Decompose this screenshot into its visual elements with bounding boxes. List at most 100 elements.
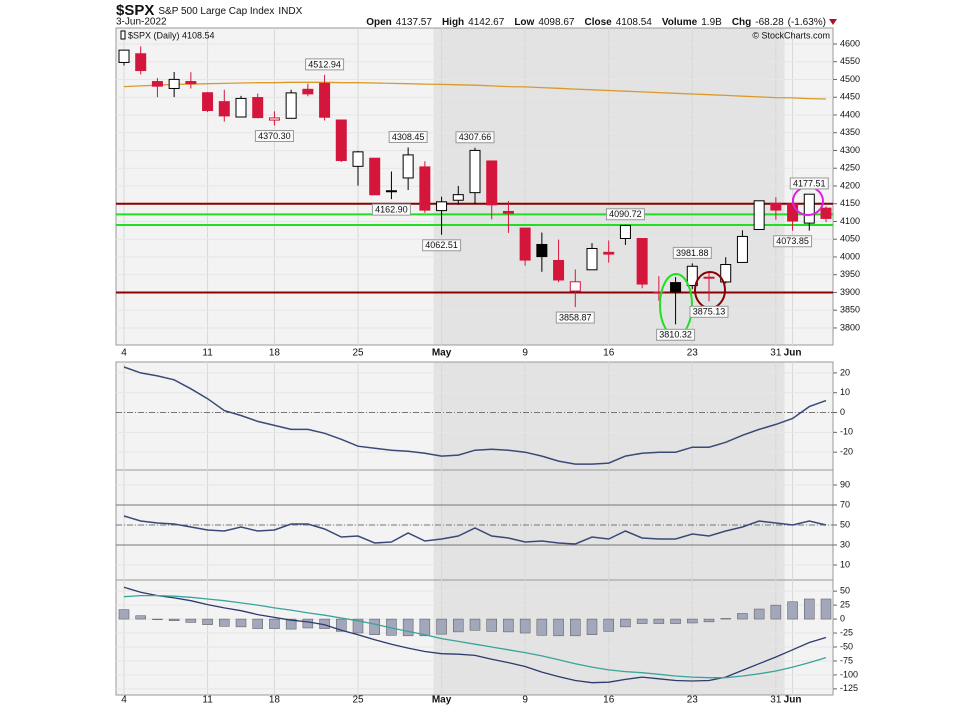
y-tick-label: 3950	[840, 269, 860, 279]
annotation-box	[305, 58, 345, 71]
y-tick-label: 4450	[840, 92, 860, 102]
histogram-bar	[135, 615, 146, 620]
histogram-bar	[369, 618, 380, 635]
annotation-label: 3875.13	[693, 307, 726, 317]
x-tick-label: 31	[770, 695, 782, 706]
histogram-bar	[336, 618, 347, 632]
histogram-bar	[503, 618, 514, 633]
annotation-box	[455, 131, 495, 144]
candle-body	[569, 281, 581, 292]
candle-body	[753, 200, 765, 230]
y-tick-label: 3850	[840, 305, 860, 315]
y-tick-label: -100	[840, 669, 858, 679]
y-tick-label: 4250	[840, 163, 860, 173]
histogram-bar	[402, 618, 414, 637]
y-tick-label: 25	[840, 599, 850, 609]
annotation-label: 4062.51	[425, 240, 458, 250]
candle-body	[469, 149, 481, 194]
y-tick-label: 50	[840, 519, 850, 529]
candle-body	[202, 92, 214, 112]
candle-body	[720, 264, 732, 283]
histogram-bar	[603, 618, 614, 632]
y-tick-label: 3800	[840, 322, 860, 332]
y-tick-label: 10	[840, 387, 850, 397]
candle-body	[502, 210, 514, 214]
y-tick-label: 4600	[840, 38, 860, 48]
y-tick-label: 4050	[840, 234, 860, 244]
histogram-bar	[269, 618, 280, 629]
histogram-bar	[670, 618, 681, 624]
annotation-box	[773, 235, 813, 248]
y-tick-label: 0	[840, 613, 845, 623]
histogram-bar	[152, 618, 163, 620]
x-tick-label: 18	[269, 695, 281, 706]
histogram-bar	[419, 618, 431, 637]
annotation-label: 4073.85	[776, 236, 809, 246]
candle-body	[168, 78, 180, 89]
annotation-box	[371, 203, 411, 216]
candle-body	[335, 119, 347, 161]
y-tick-label: -75	[840, 655, 853, 665]
candle-body	[118, 49, 130, 63]
candle-body	[736, 235, 748, 263]
x-tick-label: 16	[603, 348, 615, 359]
macd-line	[123, 586, 827, 684]
annotation-label: 4370.30	[258, 131, 291, 141]
x-tick-label: 25	[352, 695, 364, 706]
y-tick-label: 4200	[840, 180, 860, 190]
histogram-bar	[753, 608, 765, 620]
y-tick-label: -20	[840, 447, 853, 457]
histogram-bar	[536, 618, 548, 636]
quote-name: Open	[366, 17, 392, 28]
histogram-bar	[653, 618, 665, 624]
candle-body	[653, 291, 665, 294]
candle-body	[787, 203, 799, 222]
annotation-label: 4307.66	[459, 132, 492, 142]
annotation-box	[672, 246, 712, 259]
quote-name: High	[442, 17, 464, 28]
candle-body	[369, 157, 381, 196]
annotation-label: 3981.88	[676, 248, 709, 258]
candle-body	[352, 151, 364, 167]
x-tick-label: 4	[121, 695, 127, 706]
indicator-line	[123, 515, 827, 545]
histogram-bar	[553, 618, 564, 637]
symbol: $SPX	[116, 2, 154, 19]
quote-value: 4108.54	[616, 17, 653, 28]
x-tick-label: 4	[121, 348, 127, 359]
candle-body	[803, 193, 815, 224]
annotation-label: 4162.90	[375, 205, 408, 215]
histogram-bar	[486, 618, 497, 632]
histogram-bar	[770, 604, 782, 620]
annotation-box	[388, 130, 428, 143]
candle-body	[519, 227, 531, 261]
x-tick-label: May	[432, 348, 452, 359]
x-tick-label: Jun	[784, 348, 802, 359]
candle-body	[670, 282, 682, 293]
histogram-bar	[453, 618, 464, 633]
histogram-bar	[436, 618, 447, 635]
annotation-box	[422, 239, 462, 252]
x-tick-label: 11	[202, 695, 213, 706]
y-tick-label: 4000	[840, 251, 860, 261]
exchange: INDX	[278, 6, 302, 17]
x-tick-label: 23	[687, 348, 699, 359]
y-tick-label: 4150	[840, 198, 860, 208]
candle-body	[586, 247, 598, 271]
histogram-bar	[252, 618, 263, 629]
histogram-bar	[703, 618, 715, 623]
candle-body	[486, 160, 498, 206]
quote-name: Volume	[662, 17, 698, 28]
y-tick-label: 4500	[840, 74, 860, 84]
x-tick-label: 25	[352, 348, 364, 359]
y-tick-label: -25	[840, 627, 853, 637]
candle-body	[820, 207, 832, 219]
macd-line	[123, 594, 827, 679]
histogram-bar	[118, 609, 130, 620]
histogram-bar	[302, 618, 314, 629]
candle-body	[419, 166, 431, 211]
histogram-bar	[469, 618, 481, 631]
y-tick-label: 4100	[840, 216, 860, 226]
annotation-box	[689, 305, 729, 318]
